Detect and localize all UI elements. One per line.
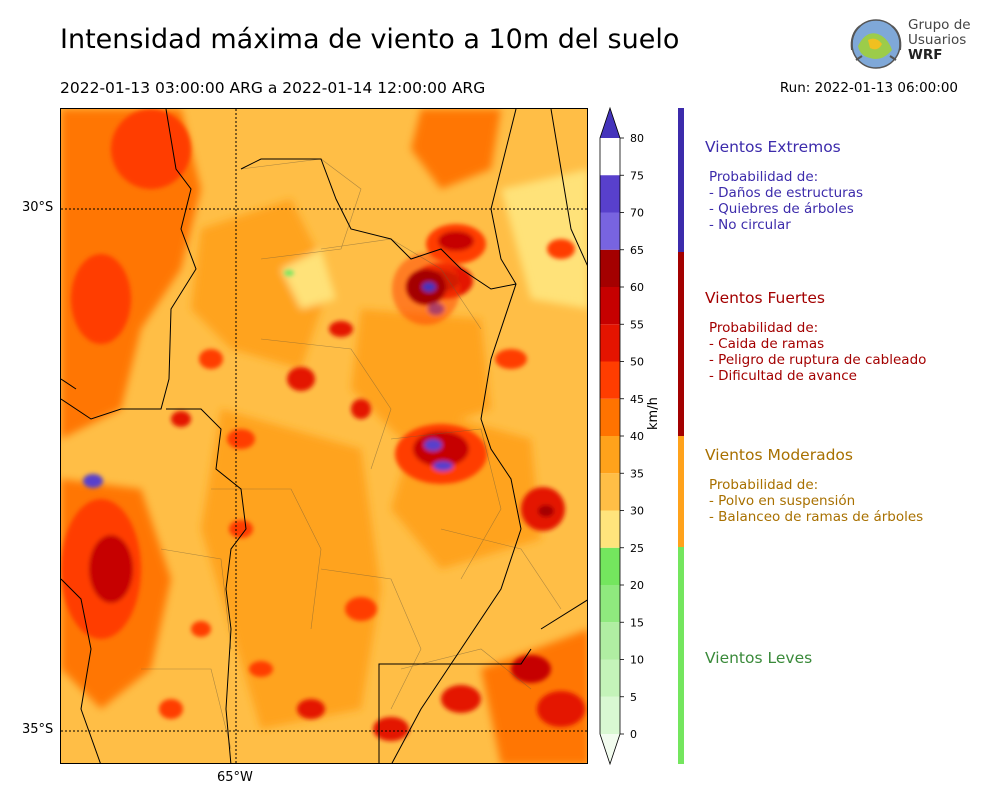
colorbar-segment [600,212,620,250]
colorbar-tick-label: 0 [630,728,637,741]
colorbar-segment [600,324,620,362]
category-bar-extremos [678,108,684,252]
category-bar-leves [678,547,684,764]
category-title: Vientos Extremos [705,138,841,156]
desc-line: - Dificultad de avance [709,368,857,384]
colorbar-segment [600,622,620,660]
category-title: Vientos Moderados [705,446,853,464]
category-title: Vientos Fuertes [705,289,825,307]
colorbar-segment [600,547,620,585]
colorbar-tick-label: 60 [630,281,644,294]
colorbar-tick-label: 25 [630,542,644,555]
colorbar-tick-label: 40 [630,430,644,443]
colorbar-unit: km/h [646,397,661,430]
category-leves: Vientos Leves [705,649,812,667]
grupo-wrf-logo: Grupo de Usuarios WRF [848,16,978,76]
colorbar-tick-label: 75 [630,169,644,182]
lon-label-65w: 65°W [217,770,253,785]
colorbar-segment [600,287,620,325]
desc-line: - Daños de estructuras [709,185,864,201]
colorbar-segment [600,696,620,734]
colorbar-segment [600,585,620,623]
colorbar-segment [600,473,620,511]
desc-line: - Quiebres de árboles [709,201,854,217]
map-title: Intensidad máxima de viento a 10m del su… [60,24,680,55]
logo-line-1: Grupo de [908,17,971,33]
colorbar: 0 5 10 15 20 25 30 35 40 45 50 55 60 65 70 75 80 [599,106,644,766]
desc-line: Probabilidad de: [709,169,819,185]
desc-line: - Balanceo de ramas de árboles [709,509,924,525]
category-bar-fuertes [678,252,684,436]
category-description: Probabilidad de: - Daños de estructuras … [705,169,863,233]
desc-line: Probabilidad de: [709,320,819,336]
category-title: Vientos Leves [705,649,813,667]
desc-line: - No circular [709,217,791,233]
colorbar-tick-label: 20 [630,579,644,592]
category-description: Probabilidad de: - Polvo en suspensión -… [705,477,923,525]
colorbar-tick-label: 5 [630,691,637,704]
colorbar-segment [600,436,620,474]
colorbar-segment [600,361,620,399]
logo-line-3: WRF [908,47,943,63]
colorbar-tick-label: 80 [630,132,644,145]
colorbar-segment [600,249,620,287]
forecast-period: 2022-01-13 03:00:00 ARG a 2022-01-14 12:… [60,79,486,97]
lat-label-30s: 30°S [22,200,54,215]
globe-icon [850,19,902,69]
category-bar-moderados [678,436,684,547]
logo-line-2: Usuarios [908,32,967,48]
colorbar-tick-label: 15 [630,616,644,629]
desc-line: - Polvo en suspensión [709,493,856,509]
colorbar-tick-label: 45 [630,393,644,406]
run-time: Run: 2022-01-13 06:00:00 [779,80,958,96]
colorbar-segment [600,734,620,764]
colorbar-tick-label: 10 [630,654,644,667]
category-description: Probabilidad de: - Caida de ramas - Peli… [705,320,926,384]
colorbar-segment [600,659,620,697]
colorbar-segment [600,398,620,436]
colorbar-segment [600,108,620,138]
colorbar-segment [600,175,620,213]
category-extremos: Vientos Extremos Probabilidad de: - Daño… [705,138,863,233]
wind-field-svg [61,109,587,763]
colorbar-segment [600,510,620,548]
colorbar-tick-label: 55 [630,318,644,331]
colorbar-tick-label: 30 [630,505,644,518]
category-fuertes: Vientos Fuertes Probabilidad de: - Caida… [705,289,926,384]
colorbar-tick-label: 70 [630,207,644,220]
desc-line: - Caida de ramas [709,336,825,352]
colorbar-tick-label: 35 [630,467,644,480]
wind-map [60,108,588,764]
lat-label-35s: 35°S [22,722,54,737]
colorbar-tick-label: 65 [630,244,644,257]
desc-line: - Peligro de ruptura de cableado [709,352,927,368]
desc-line: Probabilidad de: [709,477,819,493]
colorbar-tick-label: 50 [630,356,644,369]
category-moderados: Vientos Moderados Probabilidad de: - Pol… [705,446,923,525]
